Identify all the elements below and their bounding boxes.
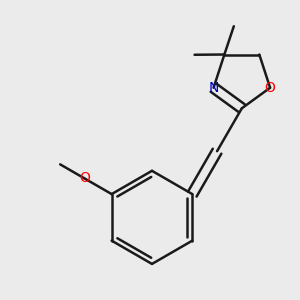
Text: O: O — [265, 81, 275, 95]
Text: N: N — [208, 81, 219, 95]
Text: O: O — [79, 171, 90, 185]
